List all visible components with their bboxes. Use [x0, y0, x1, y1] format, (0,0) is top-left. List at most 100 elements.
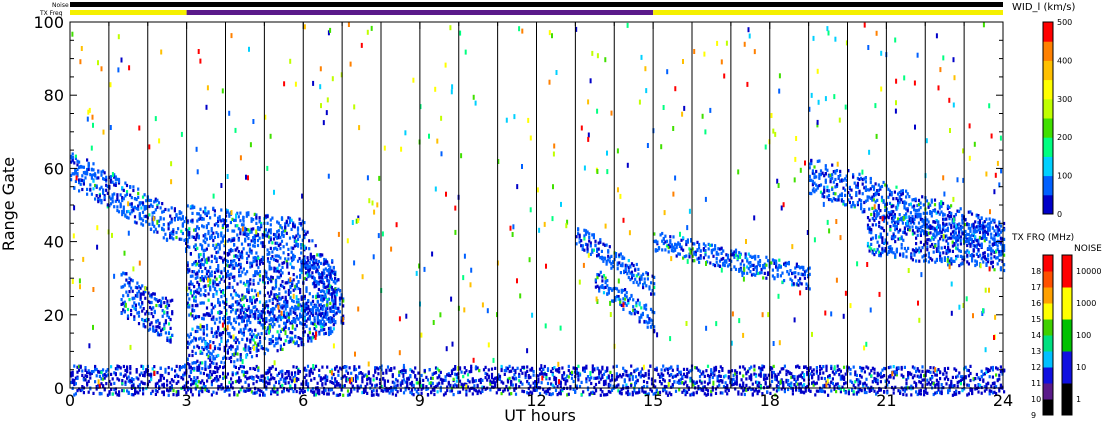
echo-cell [241, 256, 244, 260]
echo-cell [925, 211, 929, 215]
echo-cell [191, 309, 194, 313]
echo-cell [317, 287, 320, 292]
echo-cell [900, 246, 903, 250]
echo-cell [111, 195, 114, 199]
echo-cell [651, 309, 654, 313]
echo-cell [313, 255, 316, 259]
status-bars: Noise TX Freq [39, 2, 1003, 17]
echo-cell [937, 210, 940, 214]
echo-cell [118, 390, 121, 394]
echo-cell [375, 389, 378, 393]
echo-cell [998, 228, 1001, 232]
echo-cell [260, 241, 263, 245]
echo-cell [683, 255, 686, 259]
echo-cell [230, 385, 233, 389]
echo-cell [231, 371, 234, 375]
echo-cell [996, 247, 999, 252]
echo-cell [876, 213, 879, 217]
echo-cell [233, 338, 236, 342]
echo-cell [586, 250, 589, 254]
echo-cell [241, 385, 244, 389]
echo-cell [162, 228, 165, 232]
echo-cell [223, 251, 226, 255]
echo-cell [990, 252, 993, 256]
echo-cell [97, 200, 100, 204]
echo-cell [212, 349, 215, 353]
echo-cell [186, 305, 189, 309]
echo-cell [326, 317, 329, 321]
echo-cell [230, 272, 233, 276]
echo-cell [87, 161, 90, 165]
echo-cell [241, 270, 244, 274]
echo-cell [945, 251, 948, 255]
echo-cell [197, 285, 201, 289]
echo-cell [596, 254, 599, 258]
echo-cell [152, 326, 155, 330]
echo-cell [832, 180, 835, 184]
echo-cell [217, 346, 220, 350]
echo-cell [194, 361, 197, 365]
echo-cell [305, 381, 308, 385]
echo-cell [118, 378, 121, 382]
echo-cell [266, 281, 270, 285]
echo-cell [894, 228, 897, 232]
echo-cell [248, 249, 252, 253]
echo-cell [308, 239, 311, 243]
echo-cell [937, 225, 940, 229]
echo-cell [908, 195, 911, 199]
echo-cell [204, 364, 207, 368]
echo-cell [913, 221, 916, 225]
echo-cell [998, 220, 1001, 224]
echo-cell [113, 173, 116, 177]
echo-cell [222, 317, 225, 321]
echo-cell [185, 238, 188, 242]
echo-cell [250, 376, 253, 380]
echo-cell [959, 249, 962, 253]
echo-cell [255, 271, 258, 275]
echo-cell [966, 237, 969, 241]
echo-cell [722, 256, 725, 261]
echo-cell [276, 388, 279, 392]
echo-cell [160, 329, 163, 333]
echo-cell [210, 254, 213, 258]
echo-cell [326, 378, 329, 382]
echo-cell [316, 317, 319, 321]
echo-cell [76, 365, 79, 369]
echo-cell [255, 380, 258, 384]
echo-cell [140, 380, 143, 384]
echo-cell [218, 375, 221, 379]
echo-cell [366, 378, 369, 382]
echo-cell [84, 170, 87, 174]
echo-cell [117, 181, 121, 185]
echo-cell [942, 238, 945, 242]
echo-cell [141, 203, 145, 207]
echo-cell [938, 224, 941, 228]
echo-cell [367, 370, 370, 374]
echo-cell [166, 311, 169, 315]
echo-cell [345, 379, 348, 383]
echo-cell [318, 303, 321, 307]
echo-cell [299, 303, 302, 307]
echo-cell [359, 385, 362, 389]
echo-cell [177, 374, 180, 378]
echo-cell [755, 268, 758, 272]
echo-cell [164, 305, 167, 309]
echo-cell [606, 279, 609, 283]
echo-cell [972, 240, 975, 244]
echo-cell [897, 237, 900, 241]
echo-cell [137, 391, 140, 395]
echo-cell [313, 276, 316, 280]
echo-cell [223, 222, 226, 226]
echo-cell [900, 235, 903, 239]
echo-cell [324, 379, 327, 383]
echo-cell [624, 297, 627, 301]
echo-cell [202, 279, 205, 283]
echo-cell [773, 261, 776, 265]
txfreq-bar-segment [653, 10, 1003, 15]
echo-cell [390, 389, 393, 393]
echo-cell [262, 374, 265, 378]
echo-cell [254, 289, 257, 293]
echo-cell [903, 214, 906, 218]
echo-cell [821, 194, 824, 198]
echo-cell [813, 172, 816, 176]
